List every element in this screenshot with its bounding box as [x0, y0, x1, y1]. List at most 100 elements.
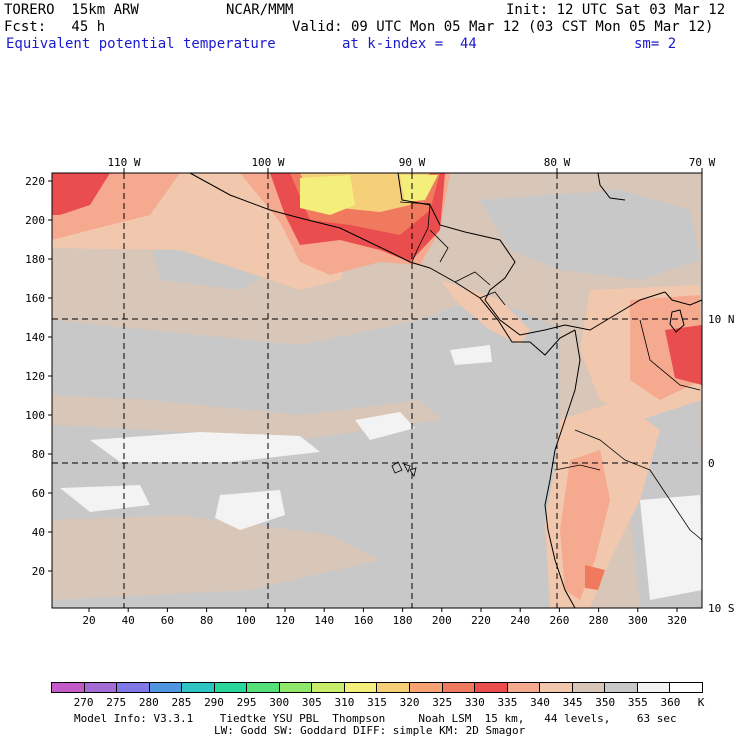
y-axis-ticks: 220 200 180 160 140 120 100 80 60 40 20 — [25, 175, 52, 578]
border-peru-brazil — [624, 459, 703, 541]
colorbar-swatch — [636, 683, 670, 692]
x-tick-label: 300 — [628, 614, 648, 627]
coastline-gulf — [397, 172, 516, 301]
temp-patch-355-d — [355, 412, 415, 440]
coastline-southamerica — [544, 329, 581, 609]
colorbar-swatch — [311, 683, 344, 692]
temp-band-345 — [52, 395, 440, 440]
graticule — [52, 173, 702, 608]
lat-label-10n: 10 N — [708, 313, 735, 326]
y-tick-label: 160 — [25, 292, 45, 305]
temp-zone-315-b — [400, 175, 438, 202]
colorbar-label: 315 — [367, 696, 387, 709]
x-tick-label: 60 — [161, 614, 174, 627]
temp-band-345-south — [52, 515, 380, 600]
map-plot-area — [52, 173, 702, 608]
y-tick-label: 100 — [25, 409, 45, 422]
map-frame — [51, 172, 703, 609]
temp-zone-315-mexico — [300, 175, 355, 215]
colorbar-label: 300 — [269, 696, 290, 709]
coastline-centralam-pacific — [429, 267, 576, 356]
x-tick-label: 220 — [471, 614, 491, 627]
x-tick-label: 200 — [432, 614, 452, 627]
x-tick-label: 80 — [200, 614, 213, 627]
valid-time: Valid: 09 UTC Mon 05 Mar 12 (03 CST Mon … — [292, 19, 714, 35]
colorbar-label: 345 — [562, 696, 583, 709]
forecast-hour: Fcst: 45 h — [4, 19, 106, 35]
colorbar-label: 350 — [595, 696, 616, 709]
smoothing-info: sm= 2 — [634, 36, 677, 52]
temp-zone-340-centralam — [440, 280, 530, 345]
x-axis-ticks: 20 40 60 80 100 120 140 160 180 200 220 240 260 280 30… — [82, 608, 687, 627]
x-tick-label: 180 — [393, 614, 413, 627]
colorbar-swatch — [506, 683, 540, 692]
lon-label-90w: 90 W — [399, 156, 426, 169]
galapagos-island-2 — [403, 463, 411, 474]
lon-label-100w: 100 W — [251, 156, 284, 169]
colorbar-swatch — [52, 683, 84, 692]
x-tick-label: 40 — [122, 614, 135, 627]
colorbar-label: 280 — [138, 696, 159, 709]
colorbar-swatch — [213, 683, 247, 692]
colorbar-label: 295 — [236, 696, 257, 709]
x-tick-label: 320 — [667, 614, 687, 627]
colorbar-swatch — [474, 683, 507, 692]
x-tick-label: 120 — [275, 614, 295, 627]
lon-label-80w: 80 W — [544, 156, 571, 169]
temp-patch-355-b — [60, 485, 150, 512]
y-tick-label: 180 — [25, 253, 45, 266]
y-tick-label: 40 — [32, 526, 45, 539]
colorbar — [51, 682, 703, 693]
border-ecuador-peru — [554, 464, 601, 471]
country-borders — [399, 201, 703, 541]
x-tick-label: 20 — [82, 614, 95, 627]
temp-patch-355-f — [640, 495, 702, 600]
colorbar-label: 270 — [73, 696, 94, 709]
temp-patch-355-e — [450, 345, 492, 365]
y-tick-label: 220 — [25, 175, 45, 188]
x-tick-label: 260 — [549, 614, 569, 627]
coastlines — [189, 172, 703, 609]
y-tick-label: 120 — [25, 370, 45, 383]
y-tick-label: 20 — [32, 565, 45, 578]
y-tick-label: 200 — [25, 214, 45, 227]
model-info-line1: Model Info: V3.3.1 Tiedtke YSU PBL Thomp… — [74, 712, 677, 725]
temp-zone-330-colombia — [665, 325, 702, 385]
level-info: at k-index = 44 — [342, 36, 477, 52]
colorbar-label: 285 — [171, 696, 192, 709]
colorbar-swatch — [539, 683, 572, 692]
coastline-caribbean — [484, 291, 666, 336]
colorbar-label: 340 — [530, 696, 550, 709]
border-guatemala-honduras — [429, 229, 449, 263]
coastline-yucatan — [597, 172, 626, 201]
colorbar-label: 275 — [106, 696, 127, 709]
organization: NCAR/MMM — [226, 2, 294, 18]
y-tick-label: 140 — [25, 331, 45, 344]
border-colombia-ecuador — [574, 429, 626, 461]
lon-label-110w: 110 W — [107, 156, 140, 169]
model-title: TORERO 15km ARW — [4, 2, 139, 18]
colorbar-label: 320 — [399, 696, 420, 709]
y-tick-label: 60 — [32, 487, 45, 500]
lat-label-0: 0 — [708, 457, 715, 470]
coastline-mexico — [189, 172, 431, 269]
x-tick-label: 240 — [510, 614, 530, 627]
temp-zone-330-nw — [52, 173, 110, 215]
temp-patch-355-c — [215, 490, 285, 530]
temp-zone-350-east — [480, 190, 700, 280]
init-time: Init: 12 UTC Sat 03 Mar 12 — [506, 2, 726, 18]
temp-patch-355 — [90, 432, 320, 462]
colorbar-swatch — [343, 683, 377, 692]
colorbar-swatch — [83, 683, 117, 692]
lake-maracaibo — [669, 309, 685, 333]
colorbar-label: 360 — [660, 696, 681, 709]
border-mexico-guatemala — [399, 201, 431, 263]
colorbar-swatch — [571, 683, 605, 692]
field-name: Equivalent potential temperature — [6, 36, 276, 52]
colorbar-swatch — [409, 683, 442, 692]
map-figure: 110 W 100 W 90 W 80 W 70 W 10 N 0 10 S 2… — [25, 156, 735, 627]
x-tick-label: 160 — [353, 614, 373, 627]
border-costa-rica — [479, 291, 506, 306]
colorbar-swatch — [148, 683, 182, 692]
colorbar-swatch — [376, 683, 410, 692]
